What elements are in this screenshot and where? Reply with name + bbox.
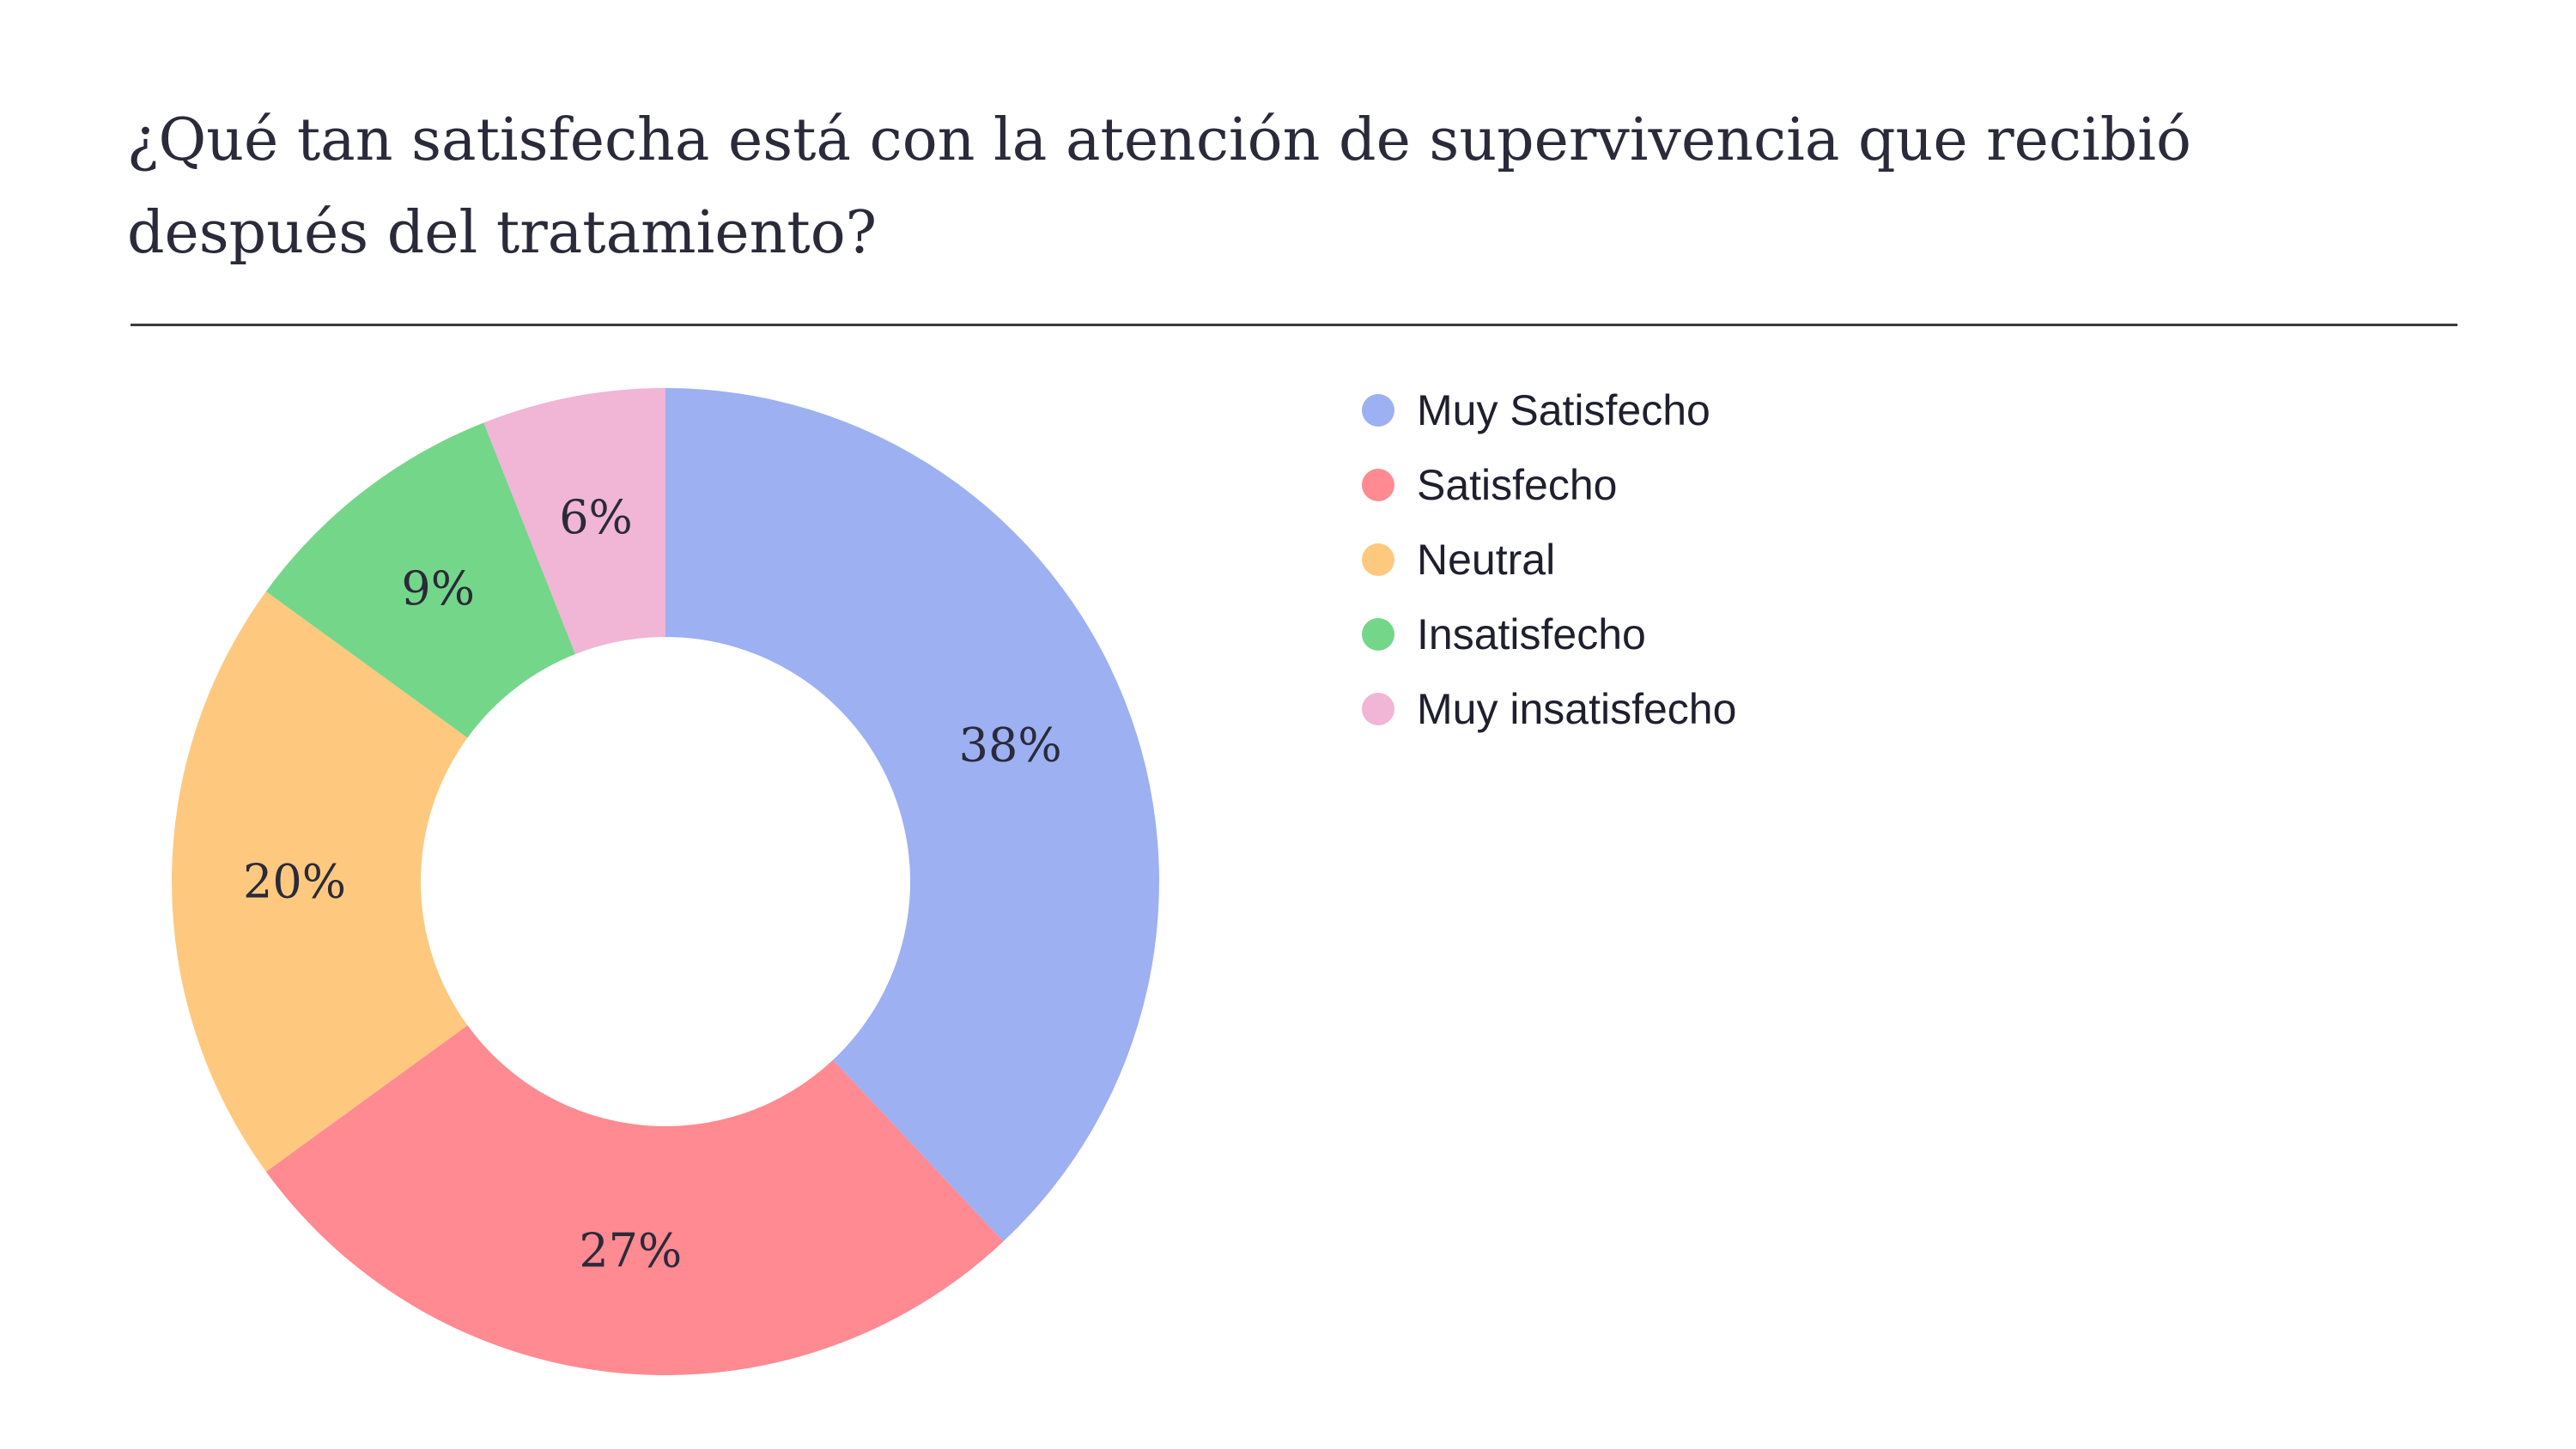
legend-item-neutral: Neutral [1362,536,1555,584]
legend-item-muy-insatisfecho: Muy insatisfecho [1362,685,1736,733]
legend-marker-muy-satisfecho [1362,394,1394,427]
slice-muy-insatisfecho [483,388,665,655]
slice-labels: 38% 27% 20% 9% 6% [243,490,1062,1277]
legend-marker-neutral [1362,543,1394,576]
legend-marker-insatisfecho [1362,618,1394,651]
slice-label-neutral: 20% [243,855,346,909]
donut-slices [171,388,1160,1376]
legend-marker-satisfecho [1362,469,1394,501]
slice-label-satisfecho: 27% [579,1224,682,1278]
slice-muy-satisfecho [665,388,1160,1242]
chart-legend: Muy Satisfecho Satisfecho Neutral Insatisfe… [1362,386,1736,733]
slice-insatisfecho [265,422,576,738]
slice-satisfecho [265,1025,1004,1376]
title-divider [131,324,2458,326]
slice-label-insatisfecho: 9% [401,561,475,615]
legend-label-muy-insatisfecho: Muy insatisfecho [1417,685,1736,733]
slice-label-muy-satisfecho: 38% [959,718,1062,772]
slice-neutral [171,591,468,1172]
legend-item-muy-satisfecho: Muy Satisfecho [1362,386,1710,434]
legend-label-muy-satisfecho: Muy Satisfecho [1417,386,1710,434]
legend-label-neutral: Neutral [1417,536,1555,584]
legend-label-insatisfecho: Insatisfecho [1417,610,1646,658]
legend-label-satisfecho: Satisfecho [1417,461,1617,509]
legend-item-insatisfecho: Insatisfecho [1362,610,1646,658]
chart-title: ¿Qué tan satisfecha está con la atención… [127,106,2191,267]
legend-item-satisfecho: Satisfecho [1362,461,1617,509]
legend-marker-muy-insatisfecho [1362,693,1394,725]
slice-label-muy-insatisfecho: 6% [559,490,633,544]
